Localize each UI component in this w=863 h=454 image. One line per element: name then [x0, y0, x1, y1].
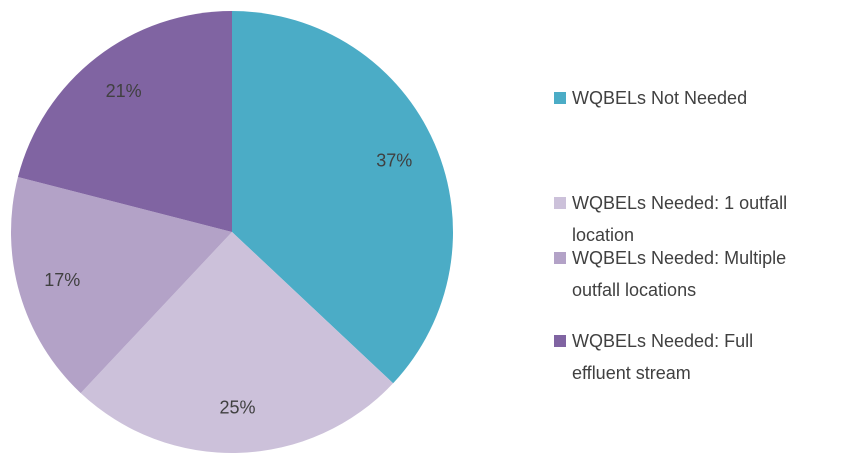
- pie: 37% 25% 17% 21%: [11, 11, 454, 454]
- legend-swatch: [554, 335, 566, 347]
- data-label: 25%: [220, 397, 256, 417]
- pie-slice: [80, 232, 394, 454]
- legend-swatch: [554, 197, 566, 209]
- data-label: 17%: [44, 270, 80, 290]
- data-label: 37%: [376, 151, 412, 171]
- legend-item: WQBELs Not Needed: [554, 82, 814, 114]
- legend-label: WQBELs Needed: Full effluent stream: [572, 331, 754, 383]
- legend-label: WQBELs Needed: Multiple outfall location…: [572, 248, 787, 300]
- data-label: 21%: [106, 81, 142, 101]
- pie-slice: [11, 177, 232, 394]
- legend-label: WQBELs Needed: 1 outfall location: [572, 193, 788, 245]
- legend-item: WQBELs Needed: 1 outfall location: [554, 187, 814, 251]
- pie-slice: [17, 11, 233, 232]
- legend-swatch: [554, 92, 566, 104]
- legend-swatch: [554, 252, 566, 264]
- legend-item: WQBELs Needed: Full effluent stream: [554, 325, 814, 389]
- pie-slice: [232, 11, 454, 384]
- legend-item: WQBELs Needed: Multiple outfall location…: [554, 242, 814, 306]
- legend-label: WQBELs Not Needed: [572, 88, 748, 108]
